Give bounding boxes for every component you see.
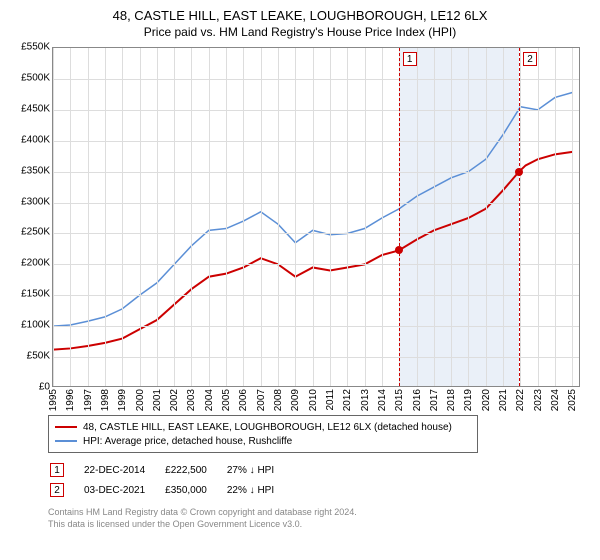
transaction-row: 2 03-DEC-2021£350,00022% ↓ HPI [50, 481, 292, 499]
x-tick: 2022 [515, 389, 526, 411]
chart: £0£50K£100K£150K£200K£250K£300K£350K£400… [10, 47, 590, 407]
x-tick: 2016 [412, 389, 423, 411]
legend-label: 48, CASTLE HILL, EAST LEAKE, LOUGHBOROUG… [83, 422, 452, 433]
x-tick: 2009 [290, 389, 301, 411]
marker-dot [515, 168, 523, 176]
x-tick: 2025 [567, 389, 578, 411]
x-tick: 1999 [117, 389, 128, 411]
x-tick: 2018 [446, 389, 457, 411]
footer-line: Contains HM Land Registry data © Crown c… [48, 507, 590, 519]
legend-row: HPI: Average price, detached house, Rush… [55, 434, 471, 448]
x-tick: 2002 [169, 389, 180, 411]
tx-price: £222,500 [165, 461, 225, 479]
marker-num: 2 [50, 483, 64, 497]
y-tick: £500K [21, 72, 50, 83]
y-tick: £400K [21, 134, 50, 145]
x-axis: 1995199619971998199920002001200220032004… [52, 387, 580, 407]
chart-svg [53, 48, 581, 388]
y-tick: £450K [21, 103, 50, 114]
y-tick: £250K [21, 227, 50, 238]
plot-area: 12 [52, 47, 580, 387]
marker-label: 2 [523, 52, 537, 66]
x-tick: 2021 [498, 389, 509, 411]
tx-delta: 22% ↓ HPI [227, 481, 292, 499]
tx-date: 03-DEC-2021 [84, 481, 163, 499]
marker-dot [395, 246, 403, 254]
tx-price: £350,000 [165, 481, 225, 499]
x-tick: 2019 [463, 389, 474, 411]
x-tick: 1998 [100, 389, 111, 411]
x-tick: 2014 [377, 389, 388, 411]
y-tick: £350K [21, 165, 50, 176]
legend-swatch [55, 440, 77, 442]
x-tick: 2003 [186, 389, 197, 411]
x-tick: 2001 [152, 389, 163, 411]
transaction-table: 1 22-DEC-2014£222,50027% ↓ HPI 2 03-DEC-202… [48, 459, 590, 501]
x-tick: 2006 [238, 389, 249, 411]
x-tick: 2023 [533, 389, 544, 411]
chart-subtitle: Price paid vs. HM Land Registry's House … [10, 25, 590, 39]
x-tick: 2010 [308, 389, 319, 411]
x-tick: 2007 [256, 389, 267, 411]
y-tick: £150K [21, 289, 50, 300]
x-tick: 2012 [342, 389, 353, 411]
marker-line [519, 48, 520, 386]
tx-delta: 27% ↓ HPI [227, 461, 292, 479]
chart-title: 48, CASTLE HILL, EAST LEAKE, LOUGHBOROUG… [10, 8, 590, 23]
x-tick: 2013 [360, 389, 371, 411]
legend-row: 48, CASTLE HILL, EAST LEAKE, LOUGHBOROUG… [55, 420, 471, 434]
y-tick: £200K [21, 258, 50, 269]
x-tick: 1996 [65, 389, 76, 411]
x-tick: 2024 [550, 389, 561, 411]
marker-num: 1 [50, 463, 64, 477]
x-tick: 2008 [273, 389, 284, 411]
tx-date: 22-DEC-2014 [84, 461, 163, 479]
marker-line [399, 48, 400, 386]
y-tick: £50K [27, 351, 50, 362]
x-tick: 2004 [204, 389, 215, 411]
y-axis: £0£50K£100K£150K£200K£250K£300K£350K£400… [10, 47, 52, 387]
x-tick: 2000 [135, 389, 146, 411]
footer-line: This data is licensed under the Open Gov… [48, 519, 590, 531]
x-tick: 2011 [325, 389, 336, 411]
x-tick: 1995 [48, 389, 59, 411]
x-tick: 1997 [83, 389, 94, 411]
transaction-row: 1 22-DEC-2014£222,50027% ↓ HPI [50, 461, 292, 479]
marker-label: 1 [403, 52, 417, 66]
legend: 48, CASTLE HILL, EAST LEAKE, LOUGHBOROUG… [48, 415, 478, 453]
x-tick: 2015 [394, 389, 405, 411]
footer: Contains HM Land Registry data © Crown c… [48, 507, 590, 530]
y-tick: £100K [21, 320, 50, 331]
y-tick: £550K [21, 42, 50, 53]
x-tick: 2020 [481, 389, 492, 411]
x-tick: 2017 [429, 389, 440, 411]
y-tick: £300K [21, 196, 50, 207]
legend-swatch [55, 426, 77, 428]
x-tick: 2005 [221, 389, 232, 411]
legend-label: HPI: Average price, detached house, Rush… [83, 436, 292, 447]
